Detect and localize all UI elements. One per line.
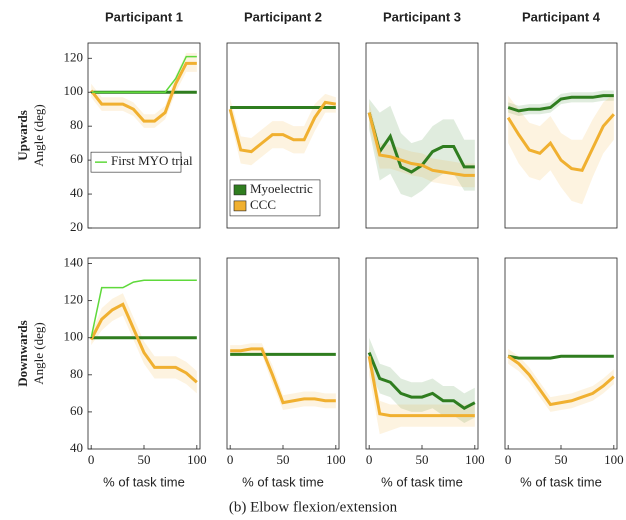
y-tick-label: 100 [64,83,84,98]
band [369,345,475,435]
series-line [367,112,475,177]
series-line [506,113,615,172]
row-label: Downwards [15,320,30,386]
legend-box [90,151,182,173]
y-tick-label: 20 [70,219,83,234]
plot-area [228,93,337,166]
x-tick-label: 100 [187,452,207,467]
series-line [507,355,615,407]
band [230,343,336,411]
legend-swatch [233,200,247,212]
series-line [228,100,337,154]
x-axis-label: % of task time [520,474,602,489]
plot-area [507,348,615,412]
axes-box [226,42,340,229]
series-line [89,302,198,384]
y-tick-label: 40 [70,185,83,200]
plot-area [230,343,336,411]
band [91,53,197,128]
axes-box [504,257,618,450]
axes-box [504,42,618,229]
x-tick-label: 100 [604,452,624,467]
y-tick-label: 120 [64,49,84,64]
plot-area [367,99,475,198]
y-tick-label: 60 [70,403,83,418]
panel-title: Participant 1 [105,9,183,24]
row-label: Upwards [15,110,30,161]
x-tick-label: 0 [505,452,512,467]
series-line [367,356,475,418]
x-tick-label: 50 [555,452,568,467]
panel-title: Participant 4 [522,9,601,24]
x-tick-label: 100 [326,452,346,467]
y-axis-label: Angle (deg) [31,104,46,166]
axes-box [87,42,201,229]
series-line [507,94,614,113]
y-tick-label: 80 [70,117,83,132]
plot-area [506,90,615,205]
plot-area [367,337,476,435]
band [230,93,336,166]
caption: (b) Elbow flexion/extension [229,499,398,515]
x-tick-label: 50 [138,452,151,467]
band [91,293,197,394]
legend-swatch [233,184,247,196]
x-axis-label: % of task time [381,474,463,489]
x-tick-label: 0 [366,452,373,467]
legend-label: Myoelectric [250,181,313,196]
x-tick-label: 50 [416,452,429,467]
panel-title: Participant 2 [244,9,322,24]
x-tick-label: 100 [465,452,485,467]
x-axis-label: % of task time [242,474,324,489]
y-tick-label: 40 [70,440,83,455]
legend: First MYO trial [90,151,193,173]
panel-title: Participant 3 [383,9,461,24]
x-axis-label: % of task time [103,474,185,489]
series-line [91,55,197,93]
y-tick-label: 100 [64,329,84,344]
x-tick-label: 50 [277,452,290,467]
series-line [90,279,197,338]
series-line [89,61,197,123]
series-line [230,347,336,405]
series-line [367,352,476,410]
y-tick-label: 120 [64,292,84,307]
plot-area [89,279,198,394]
legend-label: First MYO trial [111,153,193,168]
legend-label: CCC [250,197,276,212]
band [369,102,475,188]
x-tick-label: 0 [227,452,234,467]
axes-box [365,42,479,229]
y-axis-label: Angle (deg) [31,322,46,384]
y-tick-label: 140 [64,255,84,270]
y-tick-label: 80 [70,366,83,381]
plot-area [89,53,197,128]
series-line [507,354,614,360]
band [508,93,614,205]
y-tick-label: 60 [70,151,83,166]
x-tick-label: 0 [88,452,95,467]
